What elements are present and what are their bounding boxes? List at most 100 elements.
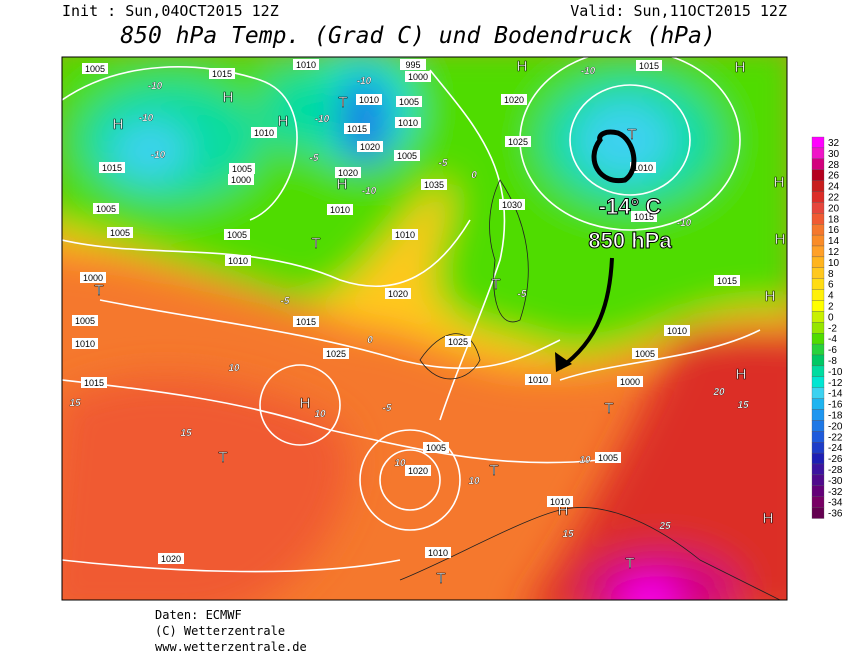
isobar-label: 1005 (96, 204, 116, 214)
isobar-label-box (228, 174, 254, 185)
colorbar-swatch (811, 234, 825, 247)
isobar-label: 1000 (231, 175, 251, 185)
colorbar-label: 12 (828, 247, 840, 258)
isobar-label-box (405, 465, 431, 476)
colorbar-label: 14 (828, 236, 840, 247)
pressure-center: T (627, 126, 636, 143)
temperature-label: -5 (310, 153, 319, 164)
isobar-label-box (323, 348, 349, 359)
colorbar-label: -4 (828, 334, 837, 345)
colorbar-label: -30 (828, 476, 843, 487)
isobar-label-box (525, 374, 551, 385)
isobar-label-box (251, 127, 277, 138)
isobar-label: 1025 (326, 349, 346, 359)
pressure-center: H (223, 89, 234, 106)
isobar-label-box (632, 348, 658, 359)
pressure-center: T (436, 570, 445, 587)
temperature-label: -10 (148, 81, 163, 92)
isobar-label: 1005 (397, 151, 417, 161)
isobar-label: 1005 (110, 228, 130, 238)
isobar-label-box (93, 203, 119, 214)
temperature-label: 10 (579, 455, 591, 466)
colorbar-swatch (811, 278, 825, 290)
colorbar-label: 30 (828, 149, 840, 160)
isobar-label: 1005 (598, 453, 618, 463)
pressure-center: T (94, 282, 103, 299)
colorbar-label: -12 (828, 378, 843, 389)
colorbar-swatch (811, 169, 825, 181)
pressure-center: T (489, 462, 498, 479)
temperature-label: 15 (69, 398, 81, 409)
isobar-label-box (547, 496, 573, 507)
isobars (62, 57, 761, 573)
isobar-label: 1020 (388, 289, 408, 299)
colorbar-swatch (811, 409, 825, 421)
colorbar-label: -26 (828, 454, 843, 465)
isobar-label-box (72, 338, 98, 349)
pressure-center: T (218, 449, 227, 466)
colorbar-swatch (811, 311, 825, 323)
colorbar-label: -18 (828, 410, 843, 421)
colorbar-swatch (811, 147, 825, 159)
isobar-label: 1015 (717, 276, 737, 286)
isobar-label: 1010 (428, 548, 448, 558)
isobar-label: 1030 (502, 200, 522, 210)
isobar-label: 1015 (102, 163, 122, 173)
colorbar-swatch (811, 224, 825, 236)
isobar-label: 1010 (550, 497, 570, 507)
pressure-center: H (763, 510, 774, 527)
temperature-label: 25 (658, 521, 671, 532)
isobar-label-box (595, 452, 621, 463)
colorbar-label: -22 (828, 432, 843, 443)
isobar-label: 1005 (75, 316, 95, 326)
map-frame (61, 56, 788, 601)
colorbar-swatch (811, 474, 825, 486)
pressure-center: T (338, 94, 347, 111)
colorbar-swatch (811, 463, 825, 476)
isobar-label-box (445, 336, 471, 347)
isobar-label-box (423, 442, 449, 453)
colorbar-swatch (811, 496, 825, 508)
colorbar-label: -2 (828, 323, 837, 334)
isobar-label: 1015 (84, 378, 104, 388)
colorbar-label: -36 (828, 509, 843, 520)
isobar-label: 1005 (635, 349, 655, 359)
isobar-label: 1010 (633, 163, 653, 173)
isobar-label: 1005 (232, 164, 252, 174)
colorbar-swatch (811, 202, 825, 214)
init-time: Init : Sun,04OCT2015 12Z (62, 2, 279, 20)
colorbar-label: -20 (828, 421, 843, 432)
temperature-label: -10 (581, 66, 596, 77)
isobar-label: 1010 (395, 230, 415, 240)
colorbar-label: 20 (828, 203, 840, 214)
isobar-label-box (664, 325, 690, 336)
isobar-label: 1010 (228, 256, 248, 266)
colorbar-swatch (811, 431, 825, 443)
isobar-label-box (421, 179, 447, 190)
temperature-label: 0 (367, 335, 373, 346)
temperature-label: 15 (562, 529, 574, 540)
isobar-label-box (225, 255, 251, 266)
colorbar-swatch (811, 398, 825, 410)
colorbar-swatch (811, 267, 825, 279)
isobar-label: 1025 (508, 137, 528, 147)
isobar-label-box (158, 553, 184, 564)
colorbar-label: -34 (828, 498, 843, 509)
isobar-label: 1000 (408, 72, 428, 82)
colorbar-swatch (811, 213, 825, 225)
isobar-label: 1005 (85, 64, 105, 74)
colorbar-swatch (811, 343, 825, 356)
colorbar-label: -24 (828, 443, 843, 454)
isobar-label: 995 (405, 60, 420, 70)
pressure-center: T (491, 276, 500, 293)
colorbar-swatch (811, 289, 825, 301)
isobar-label: 1010 (296, 60, 316, 70)
temperature-label: 15 (737, 400, 749, 411)
colorbar-label: 24 (828, 182, 840, 193)
colorbar-swatch (811, 442, 825, 454)
isobar-label: 1005 (399, 97, 419, 107)
colorbar-label: 18 (828, 214, 840, 225)
isobar-label-box (400, 59, 426, 70)
